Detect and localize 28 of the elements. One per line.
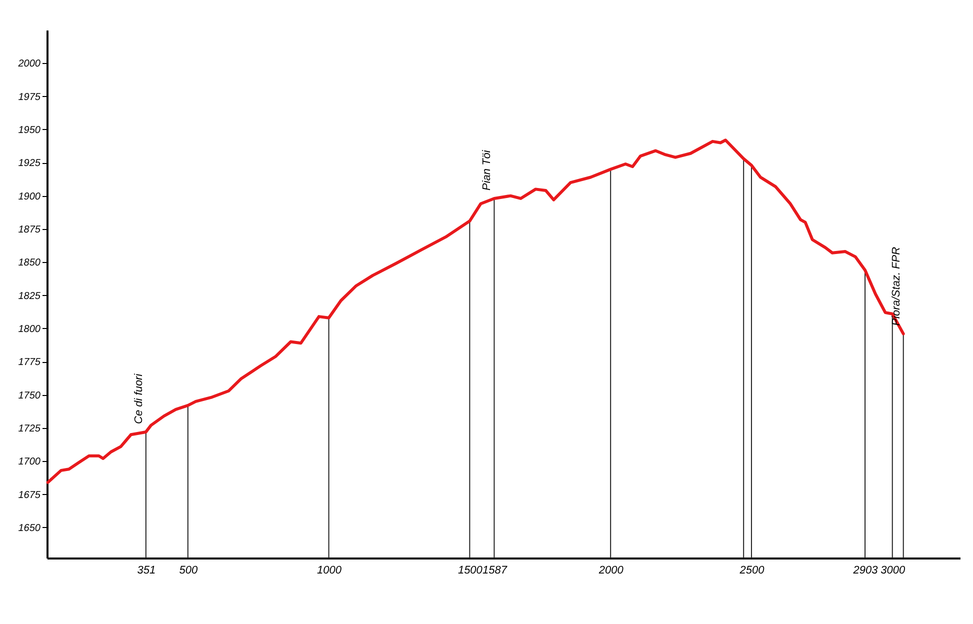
y-tick-label: 1725: [18, 423, 41, 434]
annotation: Pian Töi: [481, 150, 494, 190]
x-tick-label: 2000: [598, 564, 624, 576]
x-tick-label: 1500: [458, 564, 484, 576]
y-tick-label: 1950: [18, 124, 41, 136]
y-tick-label: 1650: [18, 522, 41, 534]
x-tick-label: 1587: [482, 564, 508, 576]
y-tick-label: 1925: [18, 158, 41, 170]
annotation: Piora/Staz. FPR: [890, 246, 902, 326]
x-tick-label: 3000: [880, 564, 906, 576]
y-tick-label: 1700: [18, 456, 41, 468]
x-tick-label: 351: [137, 564, 156, 576]
x-tick-label: 2500: [738, 564, 766, 576]
annotation: Ce di fuori: [132, 373, 145, 424]
x-tick-label: 1000: [317, 564, 342, 576]
y-tick-label: 1875: [18, 224, 41, 236]
y-tick-label: 1900: [18, 191, 41, 202]
x-tick-label: 2903: [852, 564, 879, 576]
y-tick-label: 2000: [17, 58, 41, 70]
y-tick-label: 1675: [18, 490, 41, 501]
line-series: [46, 138, 905, 484]
y-tick-label: 1850: [18, 258, 41, 269]
x-tick-label: 500: [179, 564, 198, 576]
y-tick-label: 1975: [18, 92, 41, 103]
y-tick-label: 1800: [18, 324, 41, 335]
y-tick-label: 1825: [18, 290, 41, 302]
y-tick-label: 1775: [18, 357, 41, 368]
y-tick-label: 1750: [18, 390, 41, 402]
